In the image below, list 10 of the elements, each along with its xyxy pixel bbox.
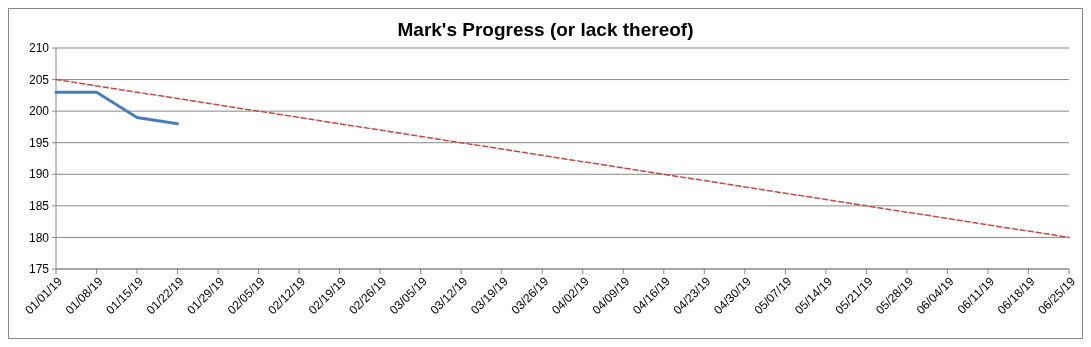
- y-tick-label: 205: [28, 72, 50, 87]
- y-tick-label: 210: [28, 41, 50, 56]
- line-series: [55, 78, 1070, 239]
- y-tick-label: 190: [28, 167, 50, 182]
- chart-title: Mark's Progress (or lack thereof): [397, 19, 694, 40]
- y-tick-label: 195: [28, 135, 50, 150]
- y-tick-label: 185: [28, 199, 50, 214]
- y-tick-label: 180: [28, 230, 50, 245]
- y-tick-label: 175: [28, 262, 50, 277]
- y-tick-label: 200: [28, 104, 50, 119]
